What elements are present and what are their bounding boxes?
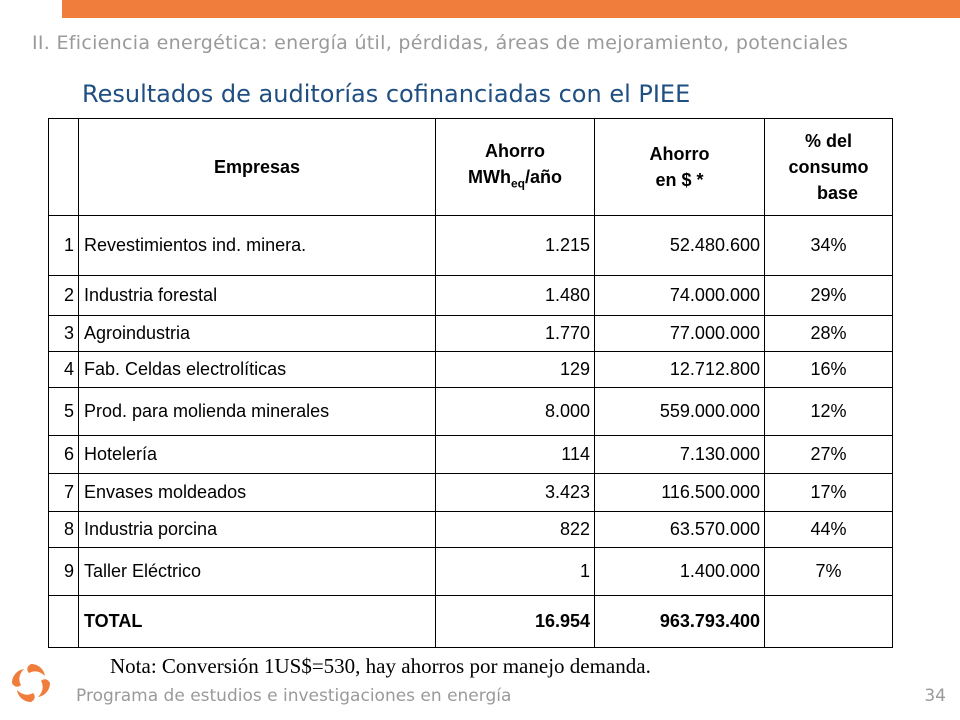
row-ahorro-mwh: 129 [435, 351, 595, 388]
row-ahorro-pesos: 63.570.000 [594, 511, 765, 548]
row-index: 8 [48, 511, 79, 548]
row-ahorro-pesos: 1.400.000 [594, 547, 765, 596]
row-index: 2 [48, 275, 79, 316]
total-pct [764, 595, 893, 648]
row-index: 9 [48, 547, 79, 596]
table-row: 1 Revestimientos ind. minera. 1.215 52.480.… [48, 215, 893, 276]
header-pct-consumo: % del consumo base [764, 118, 893, 216]
footer-text: Programa de estudios e investigaciones e… [76, 686, 512, 706]
total-pesos: 963.793.400 [594, 595, 765, 648]
total-label: TOTAL [78, 595, 436, 648]
table-row: 7 Envases moldeados 3.423 116.500.000 17% [48, 473, 893, 512]
row-index: 6 [48, 435, 79, 474]
results-table: Empresas Ahorro MWheq/año Ahorro en $ * % … [48, 118, 893, 648]
row-ahorro-pesos: 77.000.000 [594, 315, 765, 352]
row-empresa: Fab. Celdas electrolíticas [78, 351, 436, 388]
row-ahorro-pesos: 74.000.000 [594, 275, 765, 316]
table-row: 5 Prod. para molienda minerales 8.000 559.0… [48, 387, 893, 436]
row-pct-consumo: 27% [764, 435, 893, 474]
logo-icon [12, 664, 50, 702]
row-index: 3 [48, 315, 79, 352]
header-ahorro-pesos: Ahorro en $ * [594, 118, 765, 216]
row-empresa: Envases moldeados [78, 473, 436, 512]
table-row: 8 Industria porcina 822 63.570.000 44% [48, 511, 893, 548]
row-ahorro-mwh: 1.770 [435, 315, 595, 352]
row-empresa: Prod. para molienda minerales [78, 387, 436, 436]
table-header-row: Empresas Ahorro MWheq/año Ahorro en $ * % … [48, 118, 893, 216]
total-mwh: 16.954 [435, 595, 595, 648]
header-index [48, 118, 79, 216]
row-ahorro-pesos: 12.712.800 [594, 351, 765, 388]
section-title: II. Eficiencia energética: energía útil,… [32, 32, 849, 54]
row-empresa: Industria forestal [78, 275, 436, 316]
row-index: 7 [48, 473, 79, 512]
total-index [48, 595, 79, 648]
total-row: TOTAL 16.954 963.793.400 [48, 595, 893, 648]
row-pct-consumo: 29% [764, 275, 893, 316]
row-ahorro-mwh: 8.000 [435, 387, 595, 436]
row-ahorro-mwh: 1.480 [435, 275, 595, 316]
row-ahorro-pesos: 559.000.000 [594, 387, 765, 436]
row-index: 1 [48, 215, 79, 276]
row-empresa: Industria porcina [78, 511, 436, 548]
row-empresa: Agroindustria [78, 315, 436, 352]
page-number: 34 [924, 686, 946, 706]
row-ahorro-mwh: 1.215 [435, 215, 595, 276]
row-ahorro-pesos: 7.130.000 [594, 435, 765, 474]
row-index: 5 [48, 387, 79, 436]
row-ahorro-mwh: 822 [435, 511, 595, 548]
row-empresa: Revestimientos ind. minera. [78, 215, 436, 276]
top-accent-bar [62, 0, 960, 18]
row-pct-consumo: 28% [764, 315, 893, 352]
row-pct-consumo: 7% [764, 547, 893, 596]
slide-title: Resultados de auditorías cofinanciadas c… [82, 80, 691, 108]
conversion-note: Nota: Conversión 1US$=530, hay ahorros p… [110, 654, 651, 678]
table-row: 4 Fab. Celdas electrolíticas 129 12.712.800… [48, 351, 893, 388]
row-pct-consumo: 12% [764, 387, 893, 436]
row-ahorro-pesos: 116.500.000 [594, 473, 765, 512]
row-ahorro-mwh: 3.423 [435, 473, 595, 512]
table-row: 3 Agroindustria 1.770 77.000.000 28% [48, 315, 893, 352]
row-ahorro-pesos: 52.480.600 [594, 215, 765, 276]
row-pct-consumo: 16% [764, 351, 893, 388]
row-empresa: Taller Eléctrico [78, 547, 436, 596]
row-empresa: Hotelería [78, 435, 436, 474]
table-row: 2 Industria forestal 1.480 74.000.000 29% [48, 275, 893, 316]
row-pct-consumo: 34% [764, 215, 893, 276]
header-ahorro-mwh: Ahorro MWheq/año [435, 118, 595, 216]
table-row: 6 Hotelería 114 7.130.000 27% [48, 435, 893, 474]
table-row: 9 Taller Eléctrico 1 1.400.000 7% [48, 547, 893, 596]
row-pct-consumo: 17% [764, 473, 893, 512]
row-ahorro-mwh: 1 [435, 547, 595, 596]
row-ahorro-mwh: 114 [435, 435, 595, 474]
header-empresas: Empresas [78, 118, 436, 216]
row-pct-consumo: 44% [764, 511, 893, 548]
row-index: 4 [48, 351, 79, 388]
